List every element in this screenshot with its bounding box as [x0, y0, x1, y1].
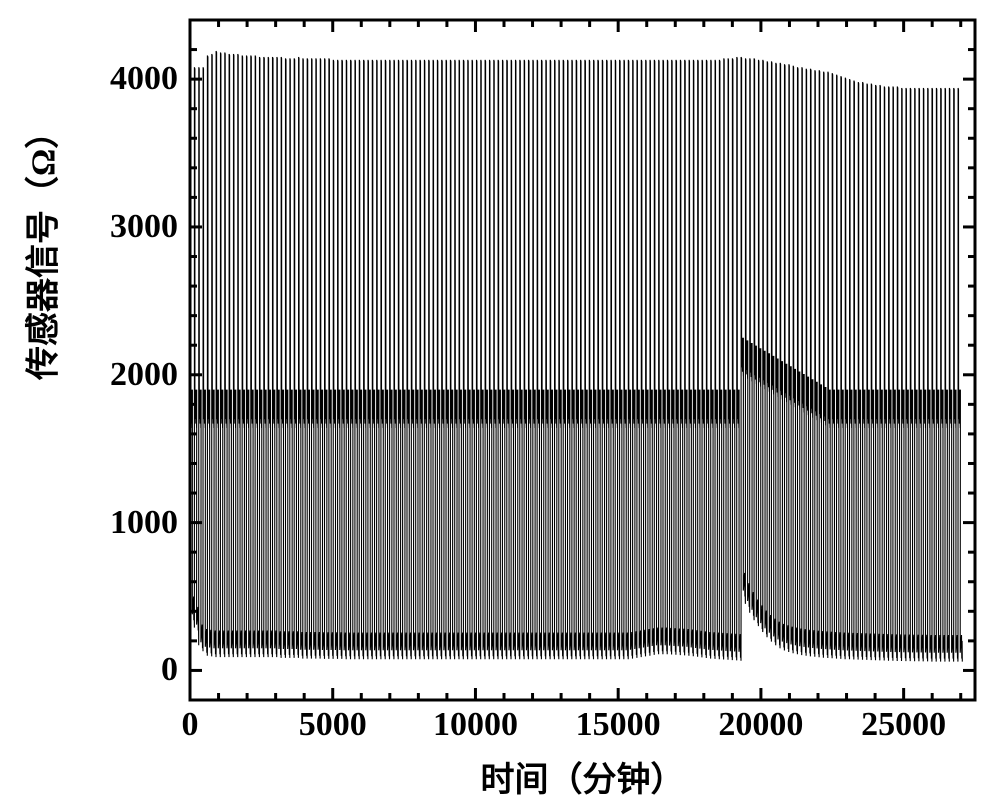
x-tick-label: 15000 [576, 706, 661, 744]
sensor-signal-chart [0, 0, 1000, 805]
x-tick-label: 25000 [861, 706, 946, 744]
x-tick-label: 10000 [433, 706, 518, 744]
y-tick-label: 1000 [110, 504, 178, 542]
y-tick-label: 4000 [110, 60, 178, 98]
x-tick-label: 20000 [718, 706, 803, 744]
y-tick-label: 2000 [110, 356, 178, 394]
x-axis-label: 时间（分钟） [481, 752, 685, 801]
x-tick-label: 0 [182, 706, 199, 744]
y-tick-label: 3000 [110, 208, 178, 246]
signal-trace [190, 51, 962, 662]
y-tick-label: 0 [161, 651, 178, 689]
y-axis-label: 传感器信号（Ω） [16, 340, 65, 380]
x-tick-label: 5000 [299, 706, 367, 744]
